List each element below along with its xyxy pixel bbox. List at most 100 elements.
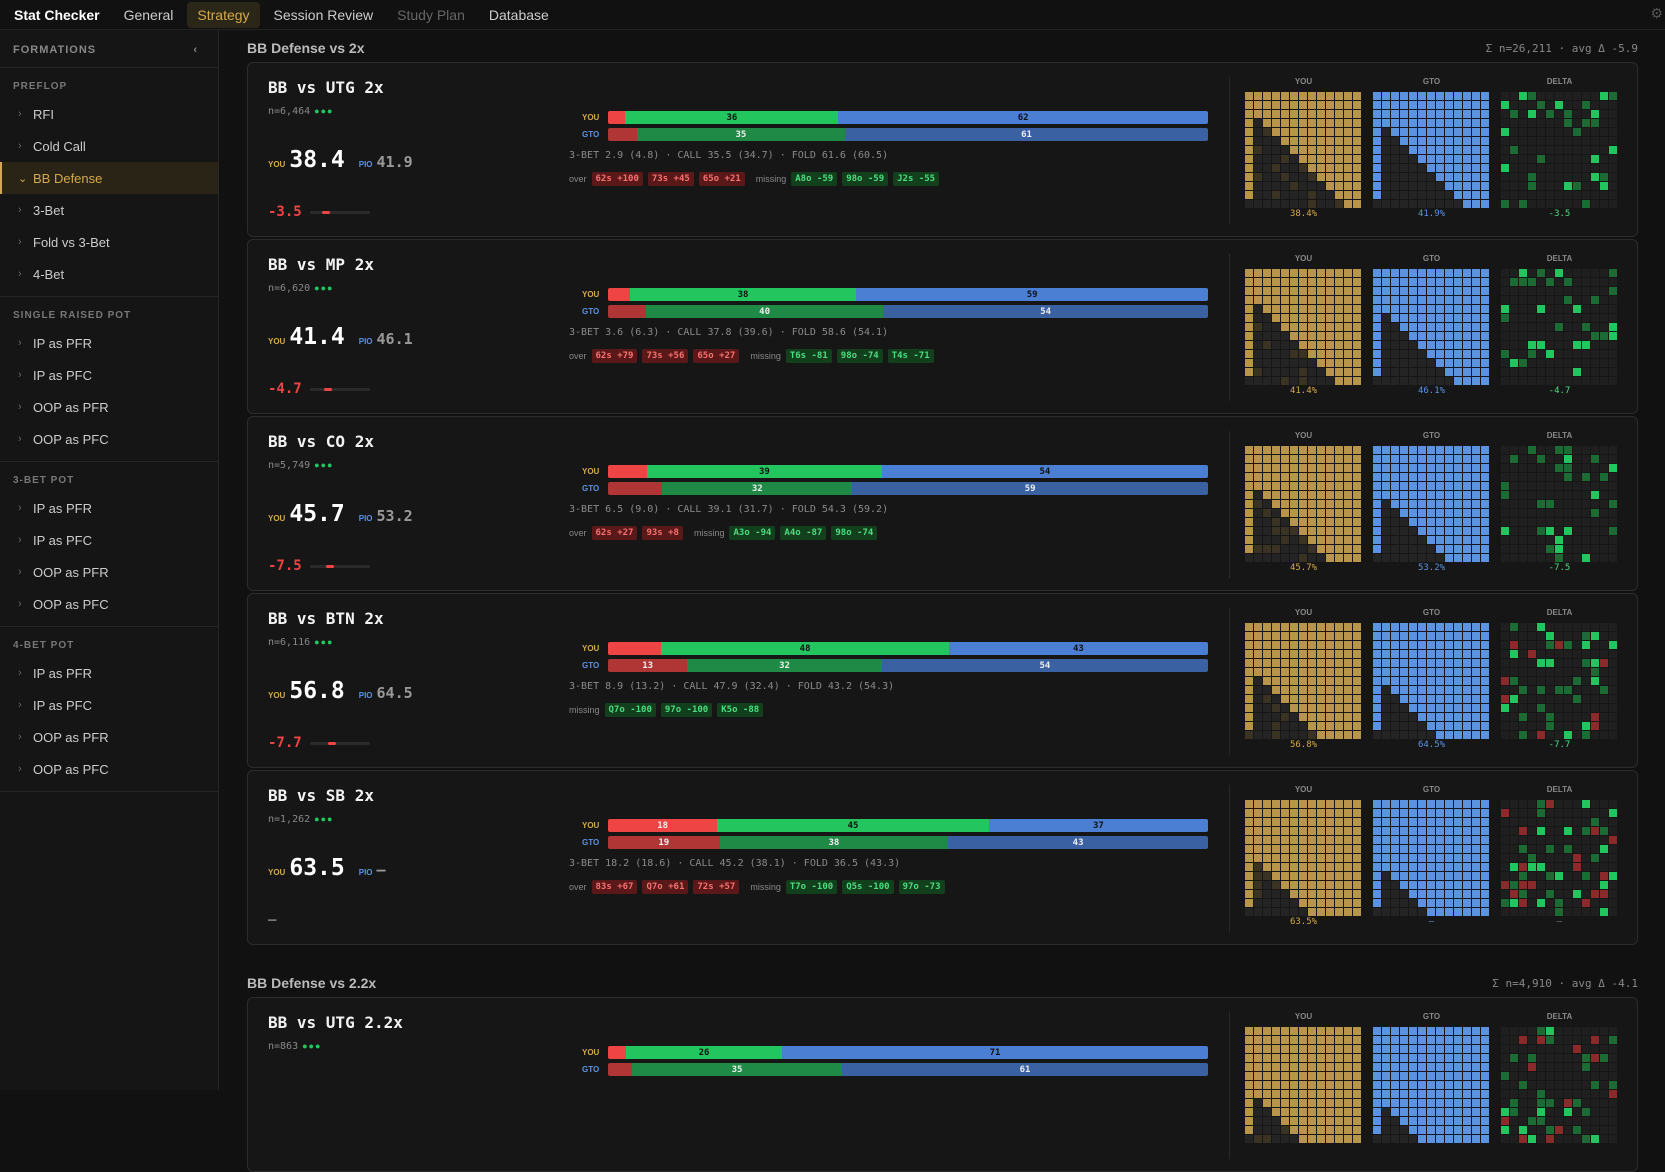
grid-cell (1409, 881, 1417, 889)
sidebar-item[interactable]: › IP as PFC (0, 359, 218, 391)
grid-cell (1427, 101, 1435, 109)
sidebar-item[interactable]: › IP as PFR (0, 492, 218, 524)
over-tag[interactable]: 65o +27 (693, 349, 740, 363)
grid-cell (1600, 359, 1608, 367)
missing-tag[interactable]: T4s -71 (887, 349, 934, 363)
missing-tag[interactable]: Q5s -100 (842, 880, 894, 894)
missing-tag[interactable]: 98o -74 (836, 349, 883, 363)
missing-tag[interactable]: T7o -100 (785, 880, 838, 894)
grid-cell (1391, 1108, 1399, 1116)
missing-tag[interactable]: A8o -59 (791, 172, 838, 186)
sidebar-item[interactable]: › OOP as PFR (0, 556, 218, 588)
sidebar-item[interactable]: › OOP as PFC (0, 588, 218, 620)
grid-cell (1391, 473, 1399, 481)
sidebar-item[interactable]: › RFI (0, 98, 218, 130)
nav-tab[interactable]: Strategy (187, 1, 260, 28)
grid-cell (1481, 890, 1489, 898)
over-tag[interactable]: 62s +27 (591, 526, 638, 540)
grid-cell (1501, 200, 1509, 208)
grid-cell (1263, 464, 1271, 472)
nav-tab[interactable]: General (123, 6, 174, 23)
grid-cell (1454, 314, 1462, 322)
over-tag[interactable]: 72s +57 (693, 880, 740, 894)
sidebar-item[interactable]: › IP as PFC (0, 524, 218, 556)
grid-cell (1582, 200, 1590, 208)
sidebar-item[interactable]: › IP as PFR (0, 327, 218, 359)
sidebar-item[interactable]: › OOP as PFR (0, 391, 218, 423)
missing-tag[interactable]: A3o -94 (729, 526, 776, 540)
settings-icon[interactable]: ⚙ (1650, 5, 1663, 21)
grid-cell (1564, 287, 1572, 295)
grid-cell (1537, 296, 1545, 304)
grid-cell (1335, 296, 1343, 304)
grid-cell (1463, 1099, 1471, 1107)
grid-footer: 64.5% (1417, 740, 1446, 750)
grid-cell (1537, 350, 1545, 358)
grid-cell (1317, 101, 1325, 109)
grid-cell (1501, 491, 1509, 499)
missing-tag[interactable]: 98o -74 (831, 526, 878, 540)
sidebar-item[interactable]: › Fold vs 3-Bet (0, 226, 218, 258)
grid-cell (1245, 1126, 1253, 1134)
over-tag[interactable]: Q7o +61 (642, 880, 689, 894)
sidebar-item[interactable]: › OOP as PFC (0, 423, 218, 455)
over-tag[interactable]: 73s +56 (642, 349, 689, 363)
missing-tag[interactable]: K5o -88 (717, 703, 764, 717)
missing-tag[interactable]: Q7o -100 (604, 703, 656, 717)
grid-cell (1463, 509, 1471, 517)
over-tag[interactable]: 93s +8 (642, 526, 683, 540)
grid-cell (1564, 827, 1572, 835)
sidebar-item[interactable]: › IP as PFC (0, 689, 218, 721)
missing-tag[interactable]: 97o -73 (898, 880, 945, 894)
over-tag[interactable]: 62s +100 (591, 172, 643, 186)
sidebar-item[interactable]: › Cold Call (0, 130, 218, 162)
over-tag[interactable]: 65o +21 (698, 172, 745, 186)
nav-tab[interactable]: Session Review (273, 6, 374, 23)
grid-cell (1564, 296, 1572, 304)
sidebar-item[interactable]: ⌄ BB Defense (0, 162, 218, 194)
grid-cell (1445, 464, 1453, 472)
grid-cell (1445, 668, 1453, 676)
grid-cell (1272, 455, 1280, 463)
grid-cell (1263, 368, 1271, 376)
over-tag[interactable]: 73s +45 (647, 172, 694, 186)
grid-cell (1353, 1117, 1361, 1125)
sidebar-item[interactable]: › OOP as PFR (0, 721, 218, 753)
grid-cell (1427, 350, 1435, 358)
nav-tab[interactable]: Database (488, 6, 549, 23)
grid-cell (1326, 695, 1334, 703)
missing-tag[interactable]: A4o -87 (780, 526, 827, 540)
grid-cell (1436, 677, 1444, 685)
grid-cell (1281, 191, 1289, 199)
missing-tag[interactable]: 97o -100 (660, 703, 713, 717)
missing-tag[interactable]: 98o -59 (842, 172, 889, 186)
sidebar-item[interactable]: › 4-Bet (0, 258, 218, 290)
grid-cell (1501, 641, 1509, 649)
grid-cell (1528, 287, 1536, 295)
brand[interactable]: Stat Checker (14, 6, 100, 23)
grid-cell (1582, 269, 1590, 277)
sidebar-item[interactable]: › 3-Bet (0, 194, 218, 226)
grid-cell (1335, 1054, 1343, 1062)
grid-cell (1272, 155, 1280, 163)
sidebar-item[interactable]: › OOP as PFC (0, 753, 218, 785)
grid-cell (1335, 809, 1343, 817)
over-tag[interactable]: 62s +79 (591, 349, 638, 363)
over-tag[interactable]: 83s +67 (591, 880, 638, 894)
grid-cell (1463, 182, 1471, 190)
grid-cell (1254, 101, 1262, 109)
grid-cell (1546, 377, 1554, 385)
nav-tab[interactable]: Study Plan (397, 6, 465, 23)
collapse-button[interactable]: ‹ (193, 43, 198, 56)
grid-cell (1427, 623, 1435, 631)
grid-cell (1335, 332, 1343, 340)
missing-tag[interactable]: T6s -81 (785, 349, 832, 363)
grid-cell (1317, 731, 1325, 739)
sidebar-item[interactable]: › IP as PFR (0, 657, 218, 689)
grid-cell (1582, 854, 1590, 862)
grid-cell (1299, 545, 1307, 553)
sample-size: n=6,464 ●●● (268, 101, 333, 119)
missing-tag[interactable]: J2s -55 (893, 172, 940, 186)
grid-cell (1510, 518, 1518, 526)
grid-cell (1254, 287, 1262, 295)
